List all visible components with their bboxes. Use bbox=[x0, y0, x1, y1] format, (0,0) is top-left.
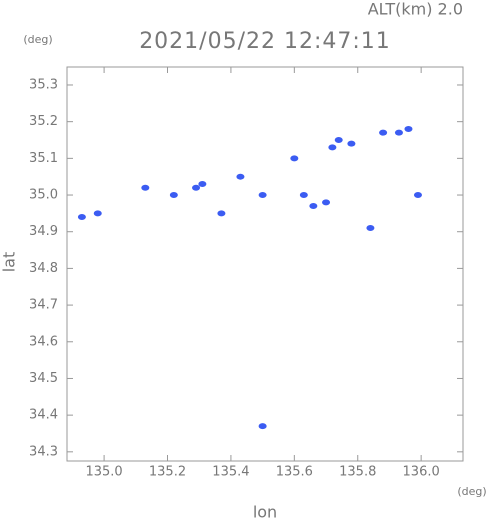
echo-point bbox=[379, 129, 388, 136]
echo-point bbox=[413, 192, 422, 199]
y-tick-label: 35.2 bbox=[29, 114, 58, 129]
echo-point bbox=[309, 203, 318, 210]
echo-point bbox=[192, 184, 201, 191]
y-axis-label: lat bbox=[0, 252, 19, 273]
y-tick-label: 34.7 bbox=[29, 298, 58, 313]
y-tick-label: 34.3 bbox=[29, 444, 58, 459]
echo-point bbox=[198, 181, 207, 188]
plot-frame bbox=[66, 66, 464, 462]
y-tick-label: 34.5 bbox=[29, 371, 58, 386]
echo-point bbox=[258, 423, 267, 430]
echo-point bbox=[93, 210, 102, 217]
x-axis-label: lon bbox=[253, 503, 277, 521]
x-tick-label: 135.6 bbox=[276, 465, 313, 480]
echo-point bbox=[290, 155, 299, 162]
y-tick-label: 35.0 bbox=[29, 188, 58, 203]
y-tick-label: 34.9 bbox=[29, 224, 58, 239]
y-tick-label: 34.6 bbox=[29, 334, 58, 349]
echo-point bbox=[366, 225, 375, 232]
echo-point bbox=[394, 129, 403, 136]
echo-point bbox=[299, 192, 308, 199]
echo-point bbox=[347, 140, 356, 147]
x-tick-label: 135.4 bbox=[212, 465, 249, 480]
subtitle: ALT(km) 2.0 bbox=[368, 0, 463, 19]
echo-point bbox=[236, 173, 245, 180]
x-tick-label: 136.0 bbox=[403, 465, 440, 480]
echo-point bbox=[141, 184, 150, 191]
x-unit: (deg) bbox=[457, 485, 486, 498]
echo-point bbox=[404, 125, 413, 132]
y-tick-label: 34.4 bbox=[29, 408, 58, 423]
echo-point bbox=[217, 210, 226, 217]
chart-title: 2021/05/22 12:47:11 bbox=[139, 29, 391, 54]
y-unit: (deg) bbox=[23, 33, 52, 46]
echo-point bbox=[334, 137, 343, 144]
x-tick-label: 135.8 bbox=[339, 465, 376, 480]
echo-point bbox=[169, 192, 178, 199]
echo-point bbox=[77, 214, 86, 221]
echo-point bbox=[322, 199, 331, 206]
x-tick-label: 135.0 bbox=[85, 465, 122, 480]
echo-point bbox=[258, 192, 267, 199]
y-tick-label: 35.3 bbox=[29, 77, 58, 92]
echo-point bbox=[328, 144, 337, 151]
y-tick-label: 35.1 bbox=[29, 151, 58, 166]
x-tick-label: 135.2 bbox=[149, 465, 186, 480]
y-tick-label: 34.8 bbox=[29, 261, 58, 276]
